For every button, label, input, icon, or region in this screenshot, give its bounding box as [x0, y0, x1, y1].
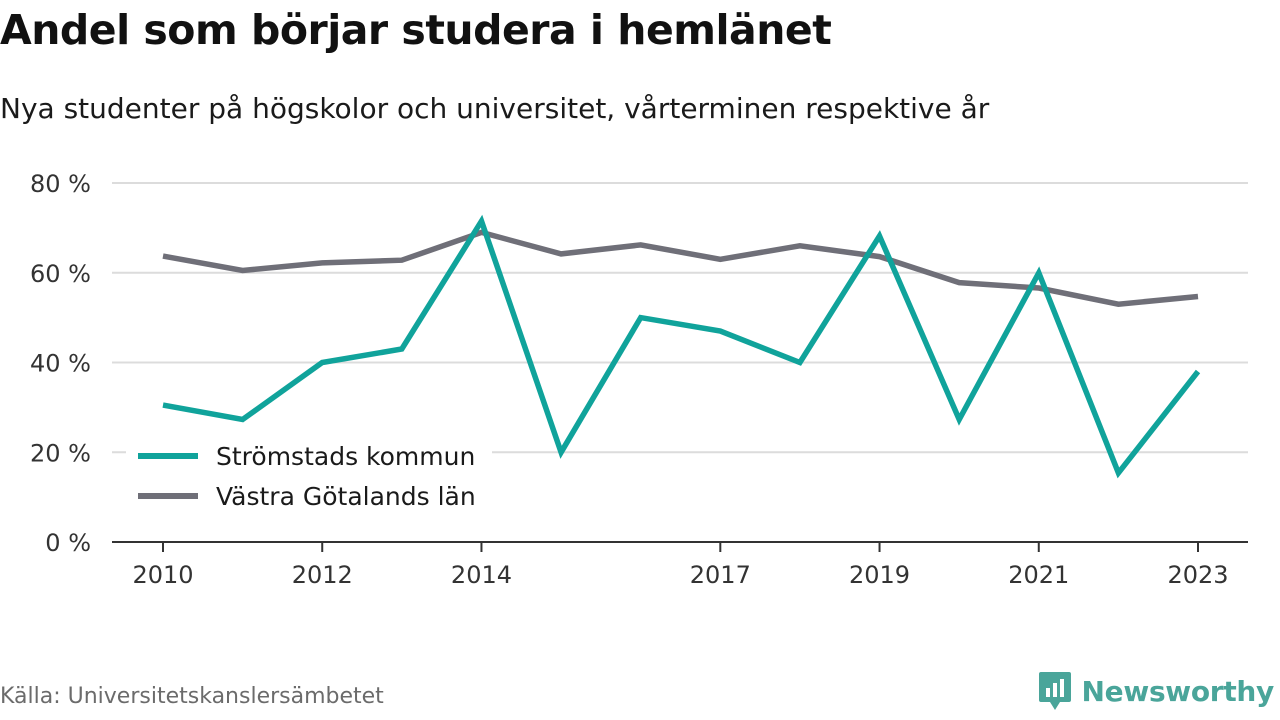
newsworthy-logo-icon	[1038, 672, 1071, 710]
brand: Newsworthy	[1038, 670, 1274, 712]
x-tick-label: 2023	[1167, 561, 1228, 589]
brand-name: Newsworthy	[1081, 674, 1275, 708]
series-line	[162, 214, 1201, 479]
y-tick-label: 60 %	[30, 260, 91, 288]
x-tick-label: 2021	[1008, 561, 1069, 589]
legend-label: Strömstads kommun	[216, 442, 475, 471]
x-tick-label: 2014	[451, 561, 512, 589]
chart-subtitle: Nya studenter på högskolor och universit…	[0, 92, 990, 125]
chart-title: Andel som börjar studera i hemlänet	[0, 6, 832, 54]
gridlines	[112, 182, 1248, 454]
series-lines	[162, 214, 1201, 479]
x-axis: 2010 2012 2014 2017 2019 2021 2023	[112, 541, 1248, 589]
y-tick-label: 80 %	[30, 170, 91, 198]
legend: Strömstads kommun Västra Götalands län	[126, 432, 492, 520]
y-axis-ticks: 0 % 20 % 40 % 60 % 80 %	[30, 170, 91, 557]
series-line	[162, 229, 1199, 307]
x-tick-label: 2010	[132, 561, 193, 589]
legend-background	[126, 432, 492, 520]
x-tick-label: 2012	[292, 561, 353, 589]
source-note: Källa: Universitetskanslersämbetet	[0, 684, 384, 709]
x-tick-label: 2019	[849, 561, 910, 589]
y-tick-label: 0 %	[45, 529, 91, 557]
y-tick-label: 40 %	[30, 350, 91, 378]
legend-label: Västra Götalands län	[216, 482, 476, 511]
y-tick-label: 20 %	[30, 439, 91, 467]
x-tick-label: 2017	[690, 561, 751, 589]
